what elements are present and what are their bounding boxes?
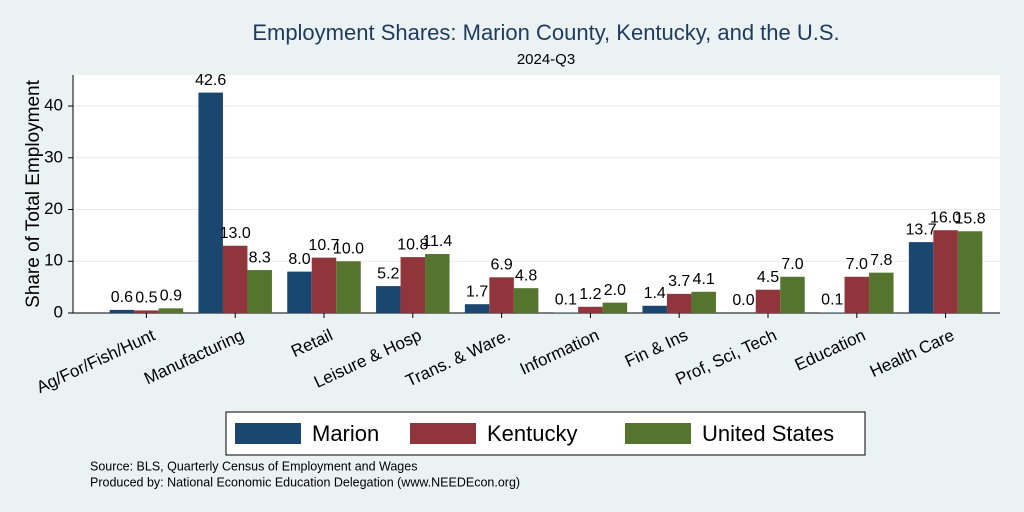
bar xyxy=(578,306,603,313)
bar xyxy=(489,277,514,313)
bar xyxy=(400,257,426,313)
value-label: 0.1 xyxy=(821,292,843,309)
chart-title: Employment Shares: Marion County, Kentuc… xyxy=(252,20,839,45)
bar xyxy=(336,261,361,313)
y-tick-label: 30 xyxy=(44,147,63,166)
value-label: 10.0 xyxy=(333,240,364,257)
value-label: 15.8 xyxy=(955,210,986,227)
bar xyxy=(464,304,490,313)
value-label: 0.9 xyxy=(160,288,182,305)
bar xyxy=(109,309,135,313)
value-label: 0.1 xyxy=(555,292,577,309)
bar xyxy=(869,272,894,313)
y-tick-label: 20 xyxy=(44,199,63,218)
y-tick-label: 40 xyxy=(44,96,63,115)
bar xyxy=(642,305,667,313)
legend-label: Kentucky xyxy=(487,421,578,446)
value-label: 4.8 xyxy=(515,267,537,284)
value-label: 16.0 xyxy=(930,209,961,226)
legend-swatch xyxy=(625,423,691,444)
value-label: 4.1 xyxy=(693,271,715,288)
bar xyxy=(513,288,539,313)
legend xyxy=(225,411,866,456)
bar xyxy=(247,270,272,313)
bar xyxy=(553,312,579,313)
value-label: 1.7 xyxy=(466,283,488,300)
y-tick-label: 0 xyxy=(54,302,63,321)
value-label: 4.5 xyxy=(757,269,779,286)
value-label: 3.7 xyxy=(668,273,690,290)
bar xyxy=(376,286,401,313)
bar xyxy=(222,245,248,313)
bar xyxy=(158,308,184,313)
legend-label: United States xyxy=(702,421,834,446)
value-label: 2.0 xyxy=(604,282,626,299)
y-tick-label: 10 xyxy=(44,251,63,270)
bar xyxy=(957,231,983,313)
bar xyxy=(425,254,450,313)
value-label: 8.3 xyxy=(249,249,271,266)
bar xyxy=(602,302,628,313)
y-axis-title: Share of Total Employment xyxy=(23,79,44,307)
value-label: 8.0 xyxy=(288,251,310,268)
bar xyxy=(198,92,223,313)
bar xyxy=(780,276,805,313)
bar xyxy=(755,289,781,313)
value-label: 13.7 xyxy=(906,221,937,238)
bar xyxy=(311,257,337,313)
value-label: 7.0 xyxy=(781,256,803,273)
value-label: 6.9 xyxy=(490,257,512,274)
value-label: 13.0 xyxy=(220,225,251,242)
bar xyxy=(844,276,870,313)
bar xyxy=(908,242,934,313)
value-label: 0.5 xyxy=(135,290,157,307)
value-label: 1.2 xyxy=(579,286,601,303)
bar xyxy=(820,312,845,313)
bar xyxy=(134,310,159,313)
value-label: 7.0 xyxy=(846,256,868,273)
value-label: 5.2 xyxy=(377,265,399,282)
chart-subtitle: 2024-Q3 xyxy=(517,51,575,68)
value-label: 10.8 xyxy=(397,236,428,253)
producer-note: Produced by: National Economic Education… xyxy=(90,475,520,489)
legend-label: Marion xyxy=(312,421,379,446)
bar xyxy=(666,293,692,313)
value-label: 1.4 xyxy=(644,285,666,302)
source-note: Source: BLS, Quarterly Census of Employm… xyxy=(90,459,417,473)
value-label: 7.8 xyxy=(870,252,892,269)
bar xyxy=(287,271,312,313)
legend-swatch xyxy=(410,423,476,444)
value-label: 42.6 xyxy=(195,72,226,89)
bar xyxy=(691,291,716,313)
value-label: 0.6 xyxy=(111,289,133,306)
value-label: 0.0 xyxy=(732,292,754,309)
value-label: 11.4 xyxy=(422,233,452,250)
value-label: 10.7 xyxy=(308,237,339,254)
legend-swatch xyxy=(235,423,301,444)
bar xyxy=(933,230,958,313)
